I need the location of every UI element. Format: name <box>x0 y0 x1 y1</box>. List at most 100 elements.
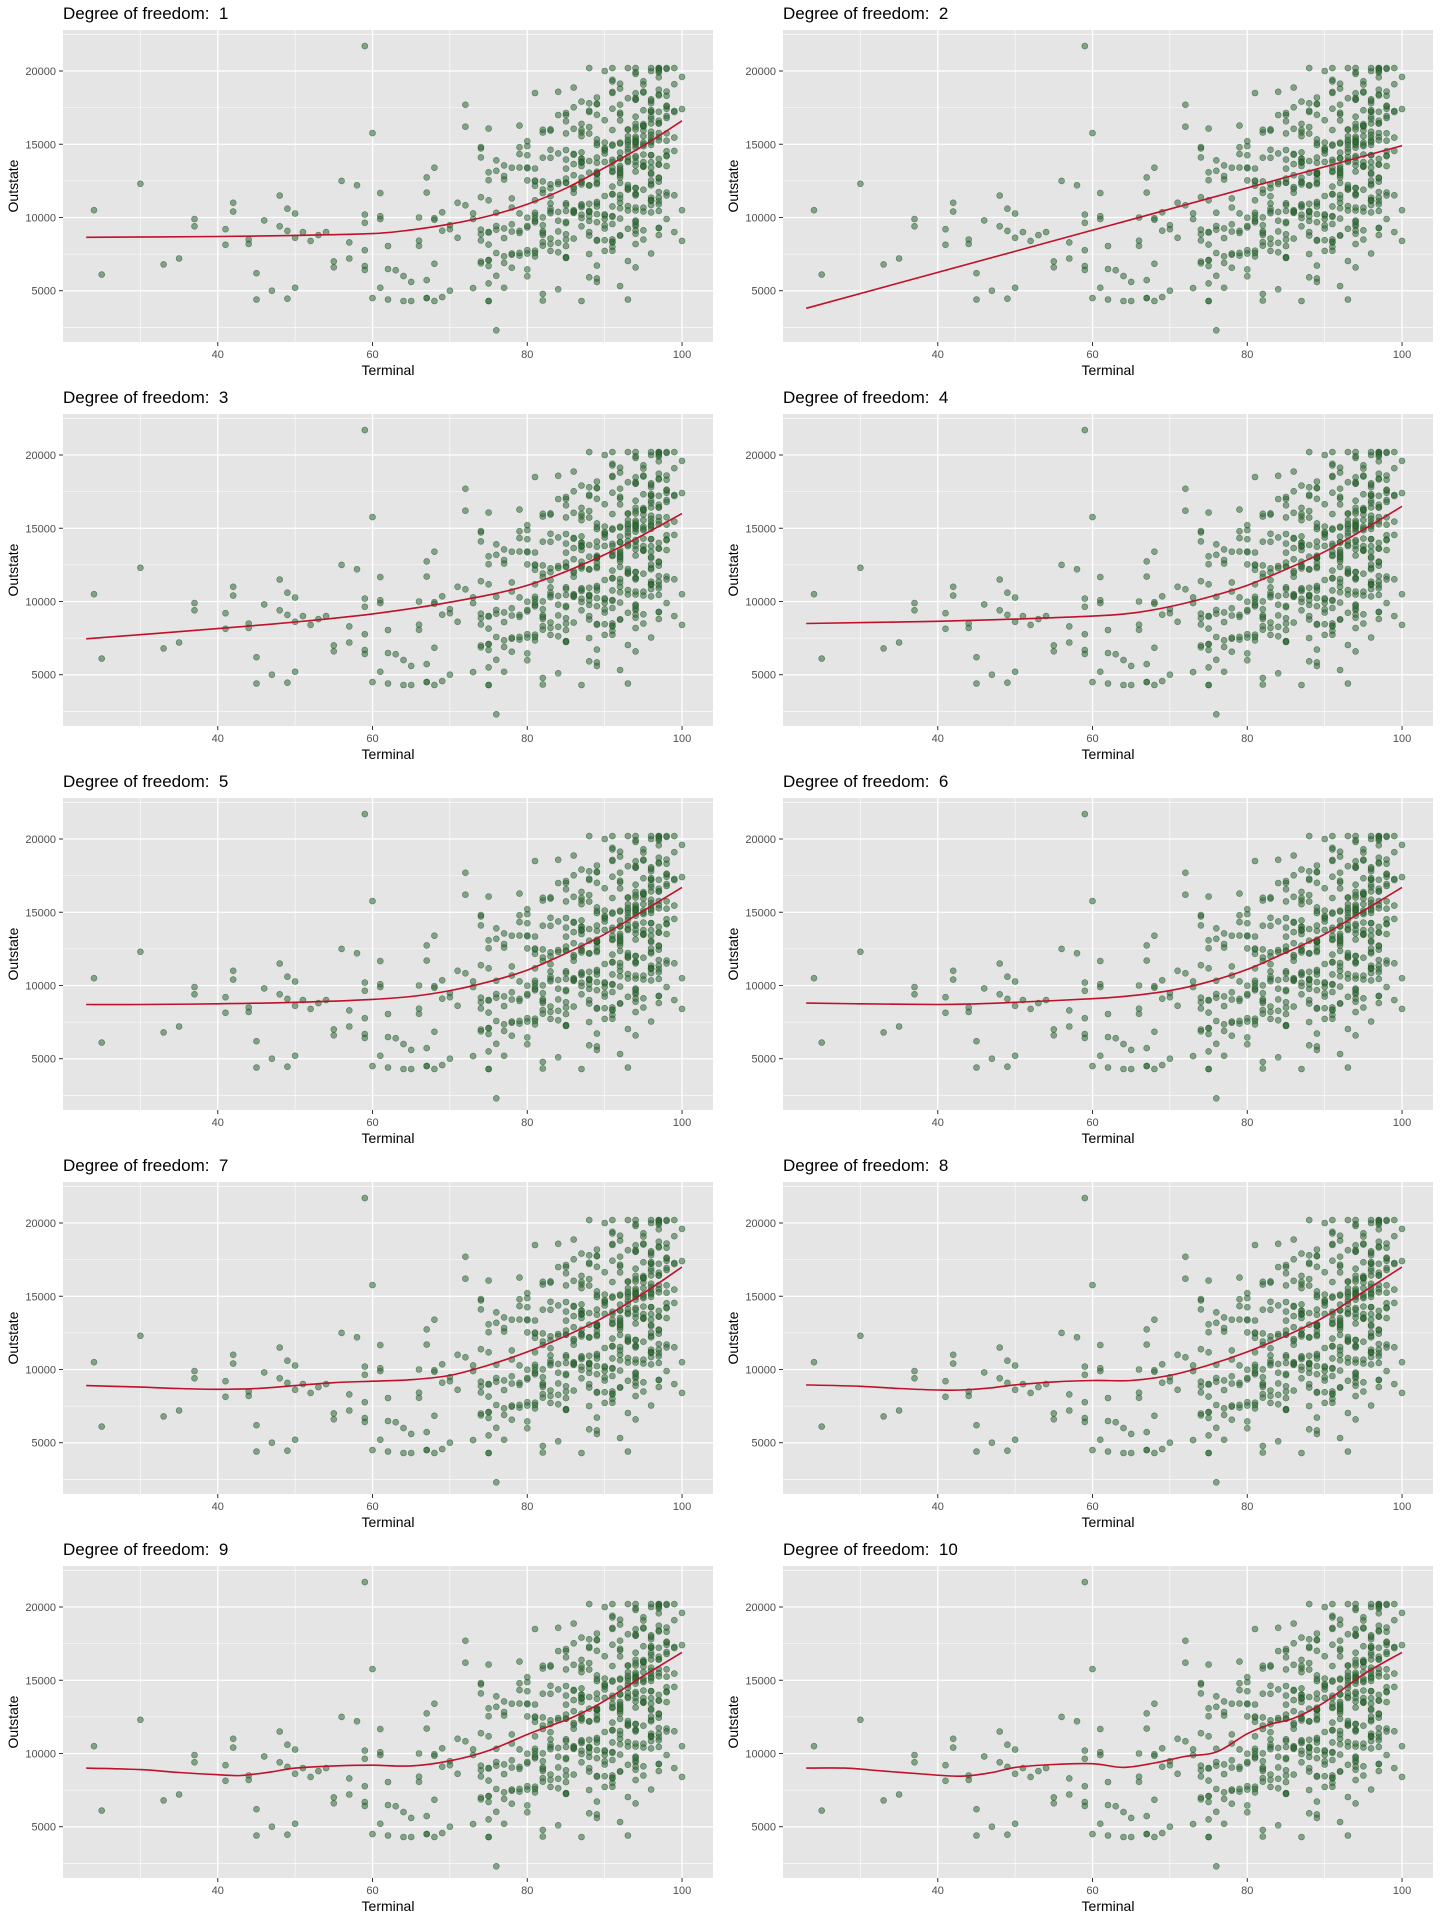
data-point <box>523 1018 531 1025</box>
data-point <box>1298 1310 1305 1318</box>
data-point <box>462 891 469 898</box>
data-point <box>1282 201 1290 209</box>
data-point <box>1321 1399 1329 1407</box>
data-point <box>1236 1274 1243 1281</box>
data-point <box>508 221 516 228</box>
data-point <box>1313 1005 1321 1012</box>
data-point <box>1197 1378 1205 1385</box>
data-point <box>1035 231 1042 239</box>
data-point <box>1360 1258 1367 1266</box>
data-point <box>1027 237 1034 245</box>
data-point <box>260 1369 268 1376</box>
data-point <box>1251 857 1259 865</box>
data-point <box>438 995 446 1002</box>
data-point <box>911 983 918 991</box>
data-point <box>1228 579 1236 586</box>
data-point <box>1251 549 1259 556</box>
data-point <box>624 184 632 191</box>
data-point <box>616 101 624 108</box>
data-point <box>609 1319 616 1327</box>
data-point <box>1352 1314 1359 1321</box>
data-point <box>1282 1261 1290 1269</box>
data-point <box>624 680 632 687</box>
data-point <box>632 906 639 914</box>
data-point <box>1329 247 1336 255</box>
data-point <box>1298 585 1305 592</box>
data-point <box>593 1293 601 1301</box>
data-point <box>284 227 291 235</box>
data-point <box>1390 915 1398 923</box>
data-point <box>1081 979 1089 986</box>
data-point <box>1236 143 1243 151</box>
data-point <box>500 1761 508 1768</box>
y-tick-label: 10000 <box>745 212 776 224</box>
data-point <box>485 553 492 560</box>
data-point <box>678 590 686 598</box>
data-point <box>578 516 585 524</box>
data-point <box>384 649 392 657</box>
data-point <box>539 510 547 518</box>
data-point <box>1321 192 1329 200</box>
data-point <box>1305 1216 1313 1224</box>
data-point <box>632 227 639 234</box>
data-point <box>1282 877 1290 885</box>
data-point <box>1290 928 1298 936</box>
data-point <box>523 905 531 913</box>
data-point <box>539 1449 547 1456</box>
data-point <box>570 573 578 580</box>
data-point <box>1360 132 1367 140</box>
data-point <box>1352 452 1359 460</box>
data-point <box>640 516 647 524</box>
data-point <box>593 262 601 269</box>
data-point <box>1375 608 1383 616</box>
data-point <box>1212 990 1220 998</box>
data-point <box>1073 1334 1081 1341</box>
data-point <box>1220 636 1228 644</box>
data-point <box>562 493 570 501</box>
data-point <box>609 1241 616 1249</box>
data-point <box>655 137 663 144</box>
data-point <box>1212 656 1220 664</box>
data-point <box>1367 158 1375 166</box>
data-point <box>616 1232 624 1239</box>
data-point <box>980 601 988 608</box>
data-point <box>1282 898 1290 905</box>
data-point <box>1352 1304 1359 1312</box>
data-point <box>492 593 500 601</box>
facet-df-7: Degree of freedom: 7 40 60 80 100 5000 10000 15… <box>0 1152 720 1536</box>
data-point <box>670 64 678 72</box>
data-point <box>1367 593 1375 600</box>
data-point <box>284 611 291 619</box>
data-point <box>965 1008 972 1016</box>
data-point <box>345 255 353 262</box>
data-point <box>624 225 632 233</box>
data-point <box>508 605 516 612</box>
data-point <box>361 603 369 611</box>
data-point <box>1329 213 1336 221</box>
data-point <box>485 1328 492 1336</box>
data-point <box>539 1010 547 1017</box>
data-point <box>1189 215 1197 223</box>
data-point <box>284 1379 291 1387</box>
data-point <box>1151 982 1158 990</box>
data-point <box>1383 546 1390 554</box>
data-point <box>446 993 454 1001</box>
data-point <box>1259 510 1267 518</box>
data-point <box>1282 156 1290 163</box>
data-point <box>1375 929 1383 936</box>
data-point <box>1228 548 1236 555</box>
data-point <box>1143 1326 1151 1333</box>
data-point <box>1313 484 1321 491</box>
data-point <box>477 1295 485 1303</box>
data-point <box>554 1007 562 1015</box>
data-point <box>1158 611 1166 618</box>
data-point <box>895 1023 903 1030</box>
data-point <box>523 250 531 257</box>
data-point <box>1290 104 1298 111</box>
data-point <box>1228 250 1236 257</box>
data-point <box>1197 237 1205 244</box>
data-point <box>1151 681 1158 689</box>
facet-df-5: Degree of freedom: 5 40 60 80 100 5000 10000 15… <box>0 768 720 1152</box>
data-point <box>562 1010 570 1018</box>
data-point <box>1352 1379 1359 1386</box>
